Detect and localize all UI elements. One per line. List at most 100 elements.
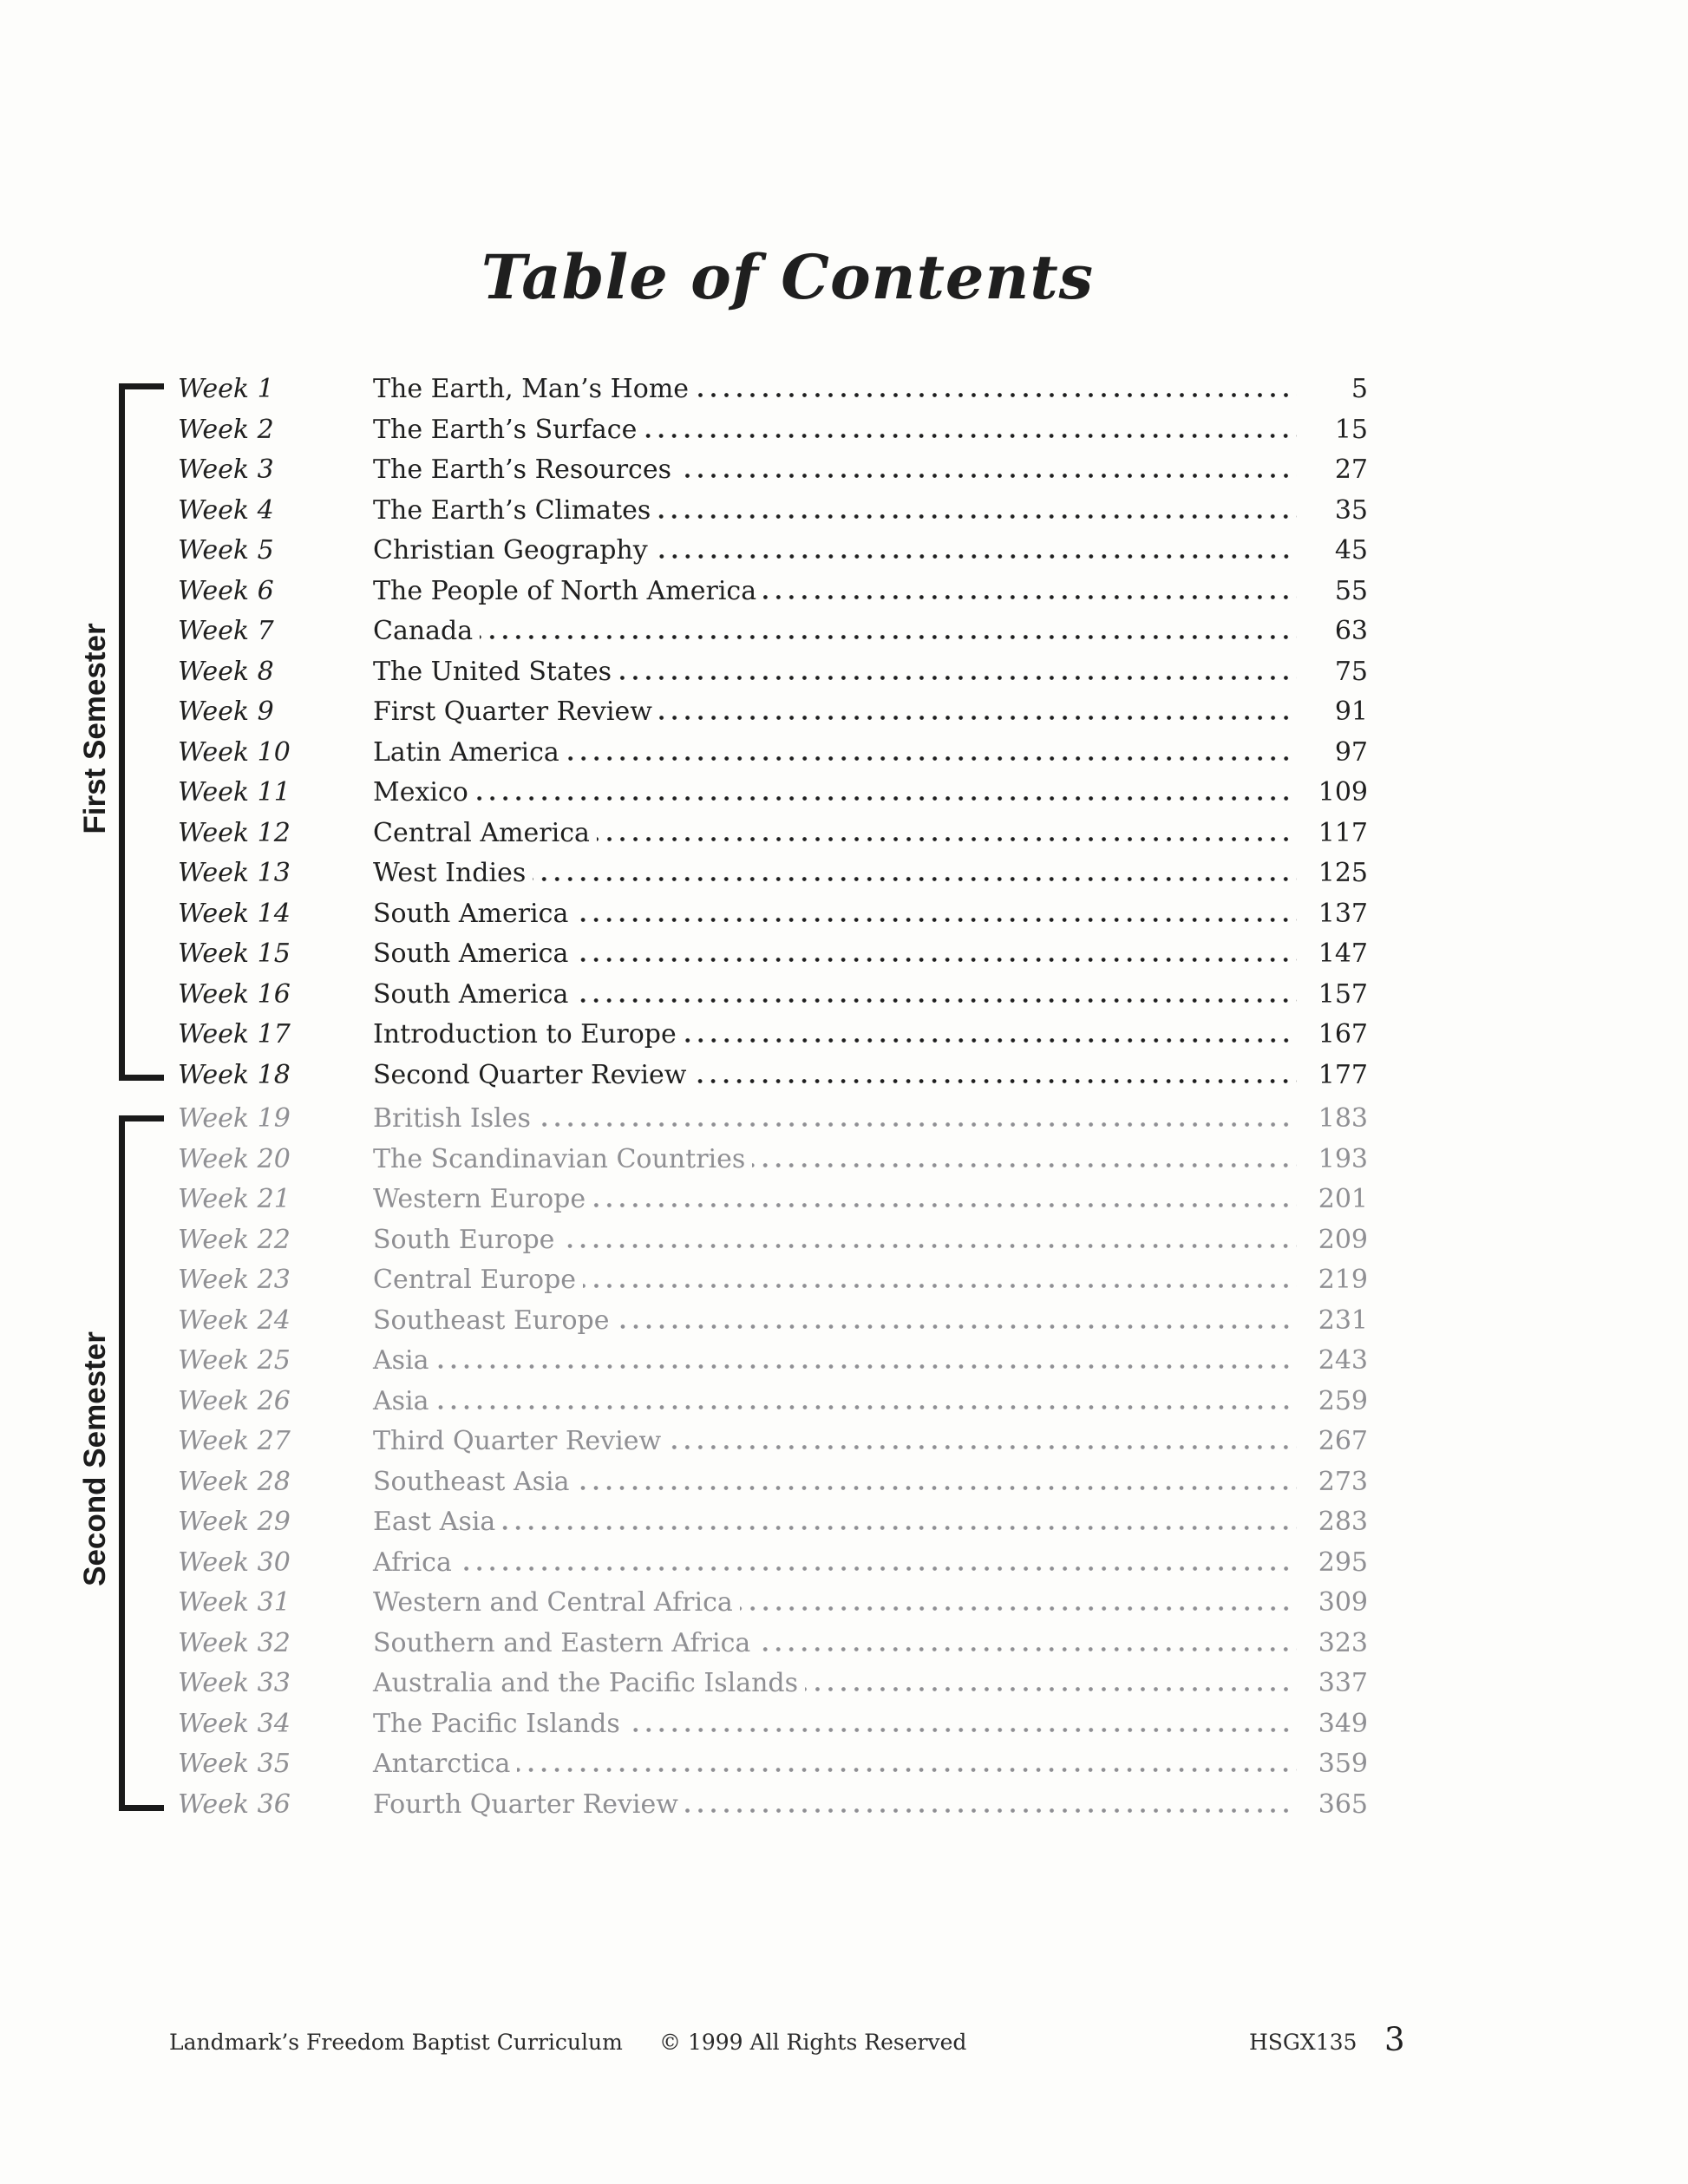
entry-title: Fourth Quarter Review [373,1788,678,1820]
week-label: Week 21 [178,1184,291,1214]
dot-leader [435,1404,1297,1409]
second-semester-label: Second Semester [78,1331,112,1586]
toc-row: Week 24 Southeast Europe 231 [178,1301,1368,1342]
entry-title: Canada [373,616,474,646]
entry-page-number: 167 [1318,1019,1368,1049]
dot-leader [658,513,1297,519]
toc-row: Week 17 Introduction to Europe 167 [178,1015,1368,1056]
footer-publisher: Landmark’s Freedom Baptist Curriculum [169,2030,623,2055]
entry-page-number: 63 [1334,616,1368,646]
entry-page-number: 35 [1334,494,1368,526]
toc-row: Week 4 The Earth’s Climates 35 [178,491,1368,532]
toc-row: Week 21 Western Europe 201 [178,1180,1368,1220]
entry-page-number: 259 [1318,1385,1368,1416]
entry-page-number: 209 [1318,1224,1368,1255]
entry-page-number: 157 [1318,978,1368,1010]
footer-copyright: © 1999 All Rights Reserved [659,2030,967,2055]
toc-row: Week 36 Fourth Quarter Review 365 [178,1785,1368,1826]
entry-page-number: 15 [1334,414,1368,445]
entry-page-number: 91 [1334,696,1368,727]
week-label: Week 1 [178,374,274,404]
dot-leader [626,1727,1297,1732]
toc-row: Week 1 The Earth, Man’s Home 5 [178,369,1368,410]
entry-page-number: 27 [1334,454,1368,485]
dot-leader [654,554,1297,559]
dot-leader [517,1768,1297,1772]
entry-page-number: 193 [1318,1143,1368,1174]
entry-title: South America [373,938,569,969]
dot-leader [561,1243,1297,1248]
entry-title: South America [373,898,569,929]
toc-row: Week 28 Southeast Asia 273 [178,1462,1368,1503]
dot-leader [683,1038,1297,1043]
entry-page-number: 117 [1318,817,1368,848]
entry-page-number: 5 [1351,374,1368,404]
dot-leader [575,917,1297,922]
dot-leader [583,1284,1297,1288]
week-label: Week 2 [178,414,274,445]
toc-row: Week 25 Asia 243 [178,1341,1368,1382]
entry-title: The Earth’s Climates [373,494,651,526]
entry-title: Western and Central Africa [373,1587,733,1618]
dot-leader [696,393,1297,397]
entry-page-number: 201 [1318,1184,1368,1214]
toc-row: Week 32 Southern and Eastern Africa 323 [178,1624,1368,1664]
week-label: Week 13 [178,858,291,888]
entry-title: Third Quarter Review [373,1426,662,1456]
week-label: Week 12 [178,817,291,848]
dot-leader [616,1324,1297,1329]
week-label: Week 5 [178,535,274,566]
dot-leader [566,755,1297,761]
week-label: Week 9 [178,696,274,727]
toc-row: Week 26 Asia 259 [178,1382,1368,1422]
dot-leader [435,1364,1297,1369]
dot-leader [618,675,1297,680]
entry-title: Latin America [373,736,559,768]
toc-row: Week 5 Christian Geography 45 [178,531,1368,572]
entry-title: Second Quarter Review [373,1059,687,1090]
dot-leader [739,1606,1297,1611]
toc-row: Week 8 The United States 75 [178,652,1368,693]
entry-title: The United States [373,656,612,687]
toc-row: Week 7 Canada 63 [178,611,1368,652]
entry-title: Australia and the Pacific Islands [373,1668,799,1698]
entry-page-number: 45 [1334,535,1368,566]
entry-page-number: 55 [1334,575,1368,606]
dot-leader [596,836,1297,841]
toc-row: Week 6 The People of North America 55 [178,572,1368,612]
week-label: Week 25 [178,1345,291,1376]
entry-title: The Earth’s Resources [373,454,672,485]
second-semester-bracket [119,1115,164,1811]
dot-leader [658,716,1297,720]
toc-row: Week 11 Mexico 109 [178,773,1368,814]
week-label: Week 17 [178,1019,291,1049]
table-of-contents: Week 1 The Earth, Man’s Home 5 Week 2 Th… [178,369,1368,1825]
dot-leader [502,1526,1297,1530]
week-label: Week 15 [178,938,291,969]
entry-title: Central America [373,817,590,848]
first-semester-bracket [119,383,164,1081]
dot-leader [757,1646,1297,1651]
entry-title: West Indies [373,858,527,888]
dot-leader [684,1808,1297,1813]
week-label: Week 8 [178,656,274,687]
dot-leader [474,796,1297,801]
week-label: Week 26 [178,1385,291,1416]
toc-row: Week 16 South America 157 [178,975,1368,1016]
toc-row: Week 18 Second Quarter Review 177 [178,1056,1368,1096]
toc-row: Week 15 South America 147 [178,934,1368,975]
toc-row: Week 3 The Earth’s Resources 27 [178,450,1368,491]
entry-page-number: 75 [1334,656,1368,687]
dot-leader [533,877,1297,881]
week-label: Week 32 [178,1627,291,1658]
week-label: Week 35 [178,1749,291,1779]
entry-title: Southern and Eastern Africa [373,1627,751,1658]
week-label: Week 30 [178,1546,291,1578]
entry-page-number: 109 [1318,777,1368,808]
entry-page-number: 365 [1318,1788,1368,1820]
entry-title: The People of North America [373,575,757,606]
week-label: Week 34 [178,1708,291,1739]
toc-row: Week 10 Latin America 97 [178,733,1368,774]
entry-page-number: 359 [1318,1749,1368,1779]
dot-leader [668,1445,1297,1449]
